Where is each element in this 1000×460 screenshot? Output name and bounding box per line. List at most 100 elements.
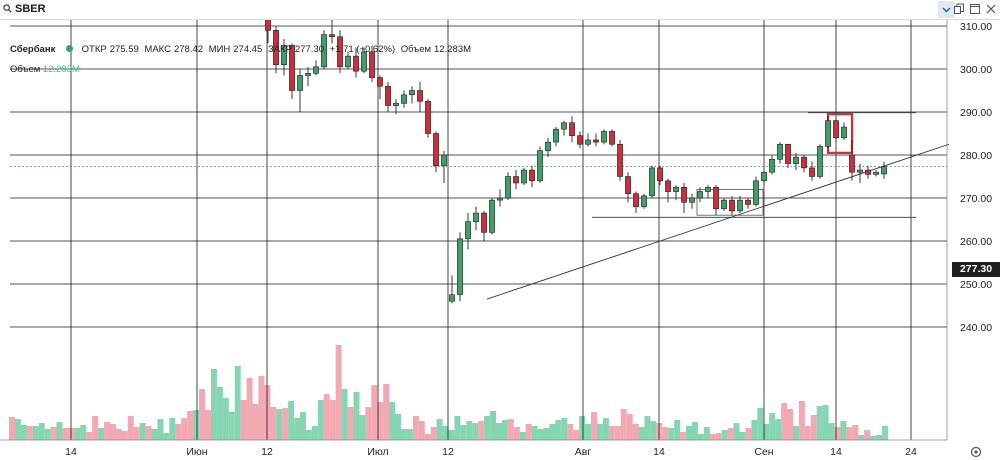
restore-icon[interactable] [954, 2, 964, 14]
volume-bar [686, 426, 693, 440]
x-tick-label: 12 [261, 446, 273, 458]
volume-bar [798, 401, 805, 440]
candle-body [673, 186, 679, 192]
volume-bar [323, 394, 330, 440]
candle-body [857, 169, 863, 173]
volume-bar [258, 376, 265, 440]
volume-bar [300, 412, 306, 440]
volume-bar [709, 434, 716, 440]
window-controls [954, 2, 996, 14]
volume-bars [9, 345, 888, 440]
volume-bar [478, 421, 485, 440]
volume-bar [537, 429, 544, 440]
volume-bar [98, 428, 105, 440]
volume-bar [204, 410, 211, 440]
volume-bar [507, 419, 514, 440]
candle-body [617, 143, 623, 177]
volume-bar [501, 420, 508, 440]
volume-legend-value: 12.283M [42, 64, 80, 75]
volume-bar [38, 423, 45, 440]
symbol-search [0, 0, 955, 19]
volume-bar [104, 422, 111, 440]
maximize-icon[interactable] [970, 2, 980, 14]
volume-bar [353, 392, 360, 440]
volume-value: 12.283M [434, 44, 472, 55]
volume-bar [608, 426, 615, 440]
y-tick-label: 250.00 [960, 279, 992, 291]
volume-bar [216, 387, 223, 440]
volume-bar [20, 425, 27, 440]
volume-bar [804, 426, 811, 440]
volume-bar [311, 426, 318, 440]
volume-bar [317, 400, 324, 440]
candle-body [681, 186, 687, 203]
symbol-dropdown-button[interactable] [938, 1, 955, 18]
volume-bar [80, 425, 87, 440]
volume-bar [691, 422, 698, 440]
candle-body [569, 122, 575, 136]
candle-body [449, 294, 455, 302]
volume-bar [436, 419, 443, 440]
candle-body [689, 197, 695, 203]
volume-bar [294, 418, 301, 440]
volume-bar [383, 384, 390, 440]
candle-body [633, 193, 639, 207]
candle-body [721, 199, 727, 210]
volume-bar [56, 422, 63, 440]
volume-bar [454, 416, 461, 440]
volume-bar [406, 429, 413, 440]
volume-bar [157, 419, 164, 440]
candle-body [601, 131, 607, 143]
candle-body [497, 197, 503, 201]
volume-bar [596, 424, 603, 440]
volume-bar [620, 409, 627, 440]
volume-bar [234, 366, 241, 440]
volume-bar [86, 432, 93, 440]
candle-body [489, 199, 495, 233]
candle-body [433, 133, 439, 167]
symbol-search-input[interactable] [15, 1, 915, 17]
candle-body [521, 169, 527, 184]
candle-body [649, 167, 655, 197]
volume-bar [228, 412, 235, 440]
volume-bar [121, 431, 128, 440]
volume-bar [644, 416, 651, 440]
close-icon[interactable] [986, 2, 996, 14]
volume-bar [828, 423, 835, 440]
volume-bar [786, 409, 793, 440]
volume-bar [769, 413, 776, 440]
volume-bar [472, 423, 479, 440]
close-value: 277.30 [294, 44, 324, 55]
volume-bar [347, 407, 354, 440]
volume-bar [662, 427, 669, 440]
candle-body [369, 51, 375, 78]
volume-bar [163, 433, 170, 440]
volume-bar [50, 427, 57, 440]
candle-body [393, 103, 399, 106]
ohlc-legend: Сбербанк ОТКР 275.59 МАКС 278.42 МИН 274.45… [10, 44, 471, 55]
volume-bar [585, 424, 592, 440]
candle-body [753, 180, 759, 205]
y-tick-label: 280.00 [960, 150, 992, 162]
candle-body [505, 176, 511, 199]
volume-bar [9, 417, 15, 440]
low-value: 274.45 [233, 44, 263, 55]
volume-bar [377, 402, 384, 440]
gear-icon[interactable] [970, 446, 982, 458]
trend-lines [486, 112, 950, 300]
volume-bar [395, 414, 402, 440]
candle-body [281, 45, 287, 65]
volume-bar [460, 425, 467, 440]
price-chart[interactable]: 330.00320.00310.00300.00290.00280.00270.… [0, 20, 1000, 460]
candle-body [849, 154, 855, 173]
volume-bar [418, 421, 425, 440]
candle-body [593, 139, 599, 143]
volume-bar [389, 402, 396, 440]
volume-bar [567, 424, 574, 440]
candle-body [833, 120, 839, 139]
volume-bar [680, 432, 687, 440]
candle-body [313, 66, 319, 74]
candle-body [841, 126, 847, 139]
x-tick-label: 24 [905, 446, 917, 458]
volume-bar [341, 389, 348, 440]
